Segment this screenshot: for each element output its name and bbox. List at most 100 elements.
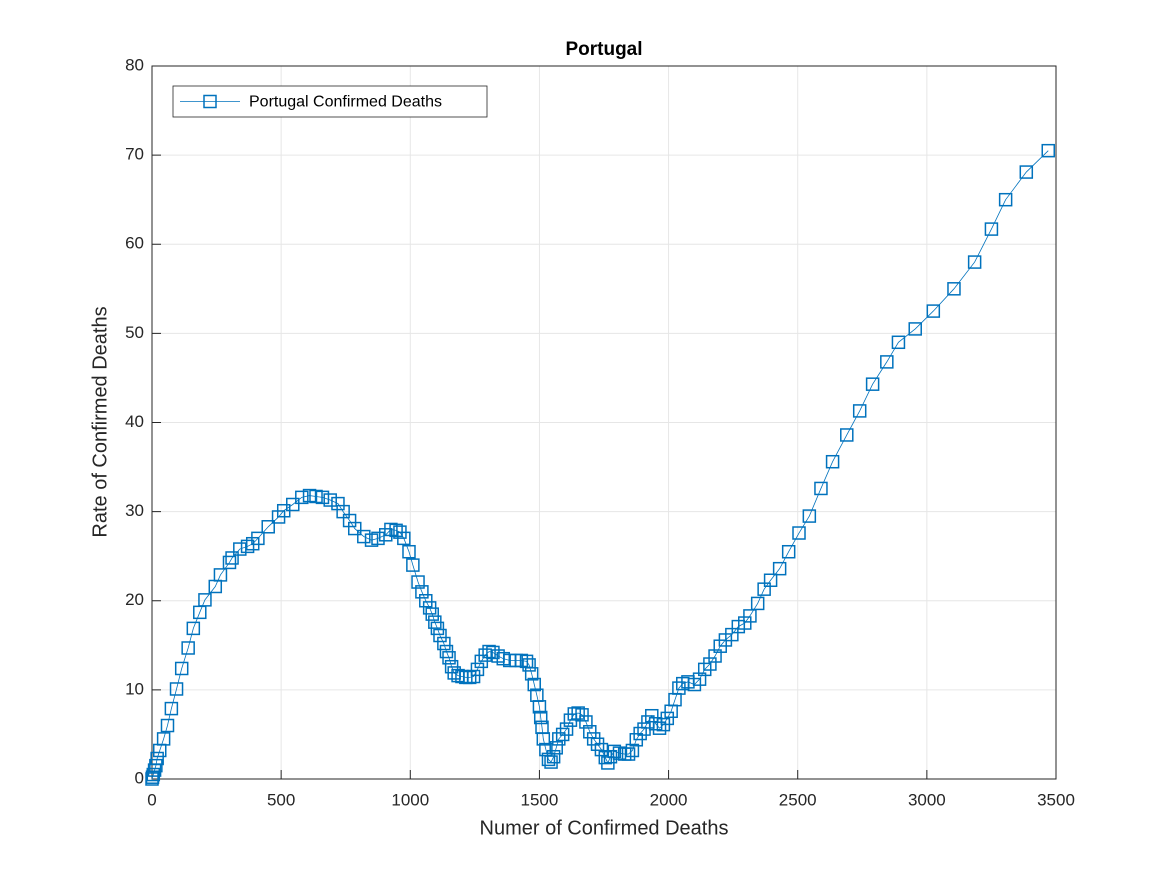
x-tick-label: 500 <box>267 790 295 809</box>
marker <box>415 585 429 599</box>
marker <box>357 529 371 544</box>
marker <box>533 710 548 725</box>
marker <box>802 509 817 523</box>
x-tick-label: 2000 <box>650 790 688 809</box>
marker <box>160 718 175 733</box>
marker <box>406 558 420 572</box>
marker <box>571 706 585 720</box>
marker <box>792 526 806 540</box>
marker <box>522 658 536 672</box>
y-tick-label: 50 <box>125 323 144 342</box>
marker <box>575 708 589 722</box>
marker <box>462 670 477 685</box>
marker <box>397 531 411 546</box>
marker <box>652 721 667 735</box>
marker <box>738 616 752 630</box>
marker <box>225 551 239 565</box>
marker <box>150 751 164 766</box>
y-tick-label: 70 <box>125 145 144 164</box>
marker <box>174 661 189 676</box>
marker <box>240 539 255 554</box>
x-tick-label: 0 <box>147 790 156 809</box>
marker <box>348 521 362 536</box>
marker <box>625 743 640 758</box>
marker <box>840 428 854 442</box>
y-tick-label: 30 <box>125 501 144 520</box>
marker <box>146 767 161 782</box>
x-tick-label: 1000 <box>391 790 429 809</box>
marker <box>579 715 593 729</box>
marker <box>750 596 765 611</box>
y-tick-label: 10 <box>125 679 144 698</box>
marker <box>251 531 265 546</box>
y-tick-label: 20 <box>125 590 144 609</box>
marker <box>514 653 529 668</box>
marker <box>437 636 451 651</box>
marker <box>222 555 237 570</box>
marker <box>703 657 717 671</box>
marker <box>621 747 636 761</box>
marker <box>286 497 300 512</box>
marker <box>743 609 757 623</box>
x-tick-label: 3000 <box>908 790 946 809</box>
marker <box>926 304 941 318</box>
marker <box>169 682 184 696</box>
marker <box>594 742 609 757</box>
marker <box>181 641 195 655</box>
marker <box>549 741 563 755</box>
marker <box>583 725 597 739</box>
marker <box>470 662 485 677</box>
marker <box>478 648 492 662</box>
y-tick-label: 40 <box>125 412 144 431</box>
marker <box>371 531 385 546</box>
marker <box>156 732 171 746</box>
marker <box>419 594 433 608</box>
y-tick-label: 0 <box>135 768 144 787</box>
marker <box>708 649 722 663</box>
marker <box>772 561 787 576</box>
marker <box>865 377 880 391</box>
marker <box>186 621 201 636</box>
marker <box>825 454 840 469</box>
chart-title: Portugal <box>565 39 642 60</box>
marker <box>411 575 425 589</box>
marker <box>198 593 212 607</box>
marker <box>984 222 999 236</box>
marker <box>645 708 659 723</box>
y-tick-label: 60 <box>125 234 144 253</box>
marker <box>552 732 566 746</box>
marker <box>559 722 574 736</box>
y-axis-label: Rate of Confirmed Deaths <box>89 306 111 537</box>
marker <box>532 700 547 714</box>
marker <box>567 707 582 721</box>
y-tick-label: 80 <box>125 55 144 74</box>
marker <box>433 628 447 643</box>
marker <box>880 355 894 369</box>
marker <box>612 746 627 760</box>
marker <box>402 544 416 559</box>
marker <box>536 732 551 746</box>
legend-label: Portugal Confirmed Deaths <box>249 94 442 111</box>
x-tick-label: 2500 <box>779 790 817 809</box>
marker <box>342 513 357 528</box>
marker <box>852 404 867 418</box>
marker <box>149 758 163 773</box>
marker <box>908 322 922 336</box>
marker <box>527 677 542 692</box>
marker <box>164 701 179 716</box>
marker <box>1019 165 1034 179</box>
marker <box>425 607 439 621</box>
marker <box>466 669 481 684</box>
axes-box <box>151 65 1057 780</box>
marker <box>233 542 247 556</box>
marker <box>947 282 961 296</box>
marker <box>781 544 796 559</box>
marker <box>633 726 647 741</box>
marker <box>261 520 275 534</box>
marker <box>442 651 456 665</box>
marker <box>524 667 539 681</box>
marker <box>546 749 561 764</box>
marker <box>384 522 398 537</box>
marker <box>660 711 675 726</box>
